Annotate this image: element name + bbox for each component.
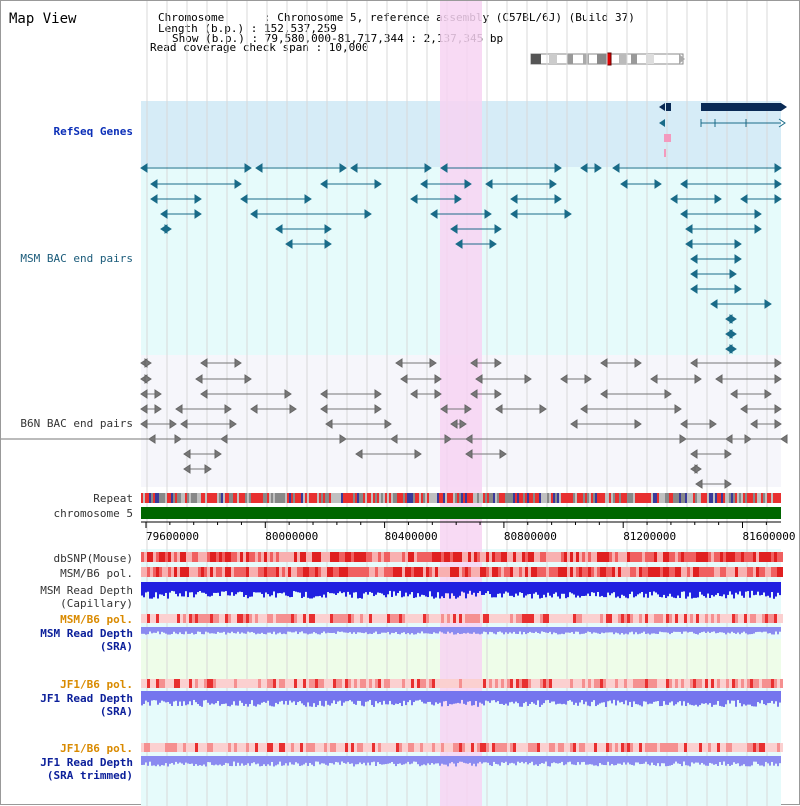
- jf1-depth-trimmed-label: JF1 Read Depth: [40, 756, 133, 769]
- dbsnp-label: dbSNP(Mouse): [53, 552, 133, 565]
- chromosome-ideogram[interactable]: [530, 52, 685, 66]
- axis-tick-label: 79600000: [146, 530, 199, 543]
- repeat-label: Repeat: [93, 492, 133, 505]
- read-depth-tracks[interactable]: [141, 582, 781, 767]
- coverage-span-info: Read coverage check span : 10,000: [150, 41, 369, 54]
- msm-depth-cap-label: MSM Read Depth: [40, 584, 133, 597]
- b6n-bac-label[interactable]: B6N BAC end pairs: [20, 417, 133, 430]
- axis-tick-label: 80400000: [385, 530, 438, 543]
- chromosome-bar[interactable]: [141, 507, 781, 519]
- msm-depth-sra-sub-label: (SRA): [99, 640, 133, 653]
- refseq-genes[interactable]: [659, 103, 787, 157]
- axis-tick-label: 81600000: [743, 530, 796, 543]
- msm-bac-features[interactable]: [140, 163, 782, 354]
- msm-depth-cap-sub-label: (Capillary): [60, 597, 133, 610]
- snp-tracks[interactable]: [141, 552, 783, 752]
- jf1-depth-sub-label: (SRA): [99, 705, 133, 718]
- axis-tick-label: 81200000: [623, 530, 676, 543]
- jf1-b6-pol-label: JF1/B6 pol.: [60, 678, 133, 691]
- jf1-depth-trimmed-sub-label: (SRA trimmed): [46, 769, 133, 782]
- axis-tick-label: 80000000: [265, 530, 318, 543]
- refseq-genes-label[interactable]: RefSeq Genes: [53, 125, 133, 138]
- msm-depth-sra-label: MSM Read Depth: [40, 627, 133, 640]
- page-title: Map View: [9, 11, 77, 27]
- highlight-region[interactable]: [440, 1, 482, 806]
- axis-tick-label: 80800000: [504, 530, 557, 543]
- length-info: Length (b.p.) : 152,537,259: [158, 22, 337, 35]
- jf1-b6-pol-label-2: JF1/B6 pol.: [60, 742, 133, 755]
- msm-b6-pol-label-2: MSM/B6 pol.: [60, 613, 133, 626]
- msm-b6-pol-label: MSM/B6 pol.: [60, 567, 133, 580]
- position-axis: 79600000 80000000 80400000 80800000 81200000…: [141, 521, 796, 543]
- chromosome-label: chromosome 5: [53, 507, 133, 520]
- msm-bac-label[interactable]: MSM BAC end pairs: [20, 252, 133, 265]
- b6n-bac-features[interactable]: [1, 359, 788, 489]
- repeat-track[interactable]: [141, 493, 781, 503]
- jf1-depth-label: JF1 Read Depth: [40, 692, 133, 705]
